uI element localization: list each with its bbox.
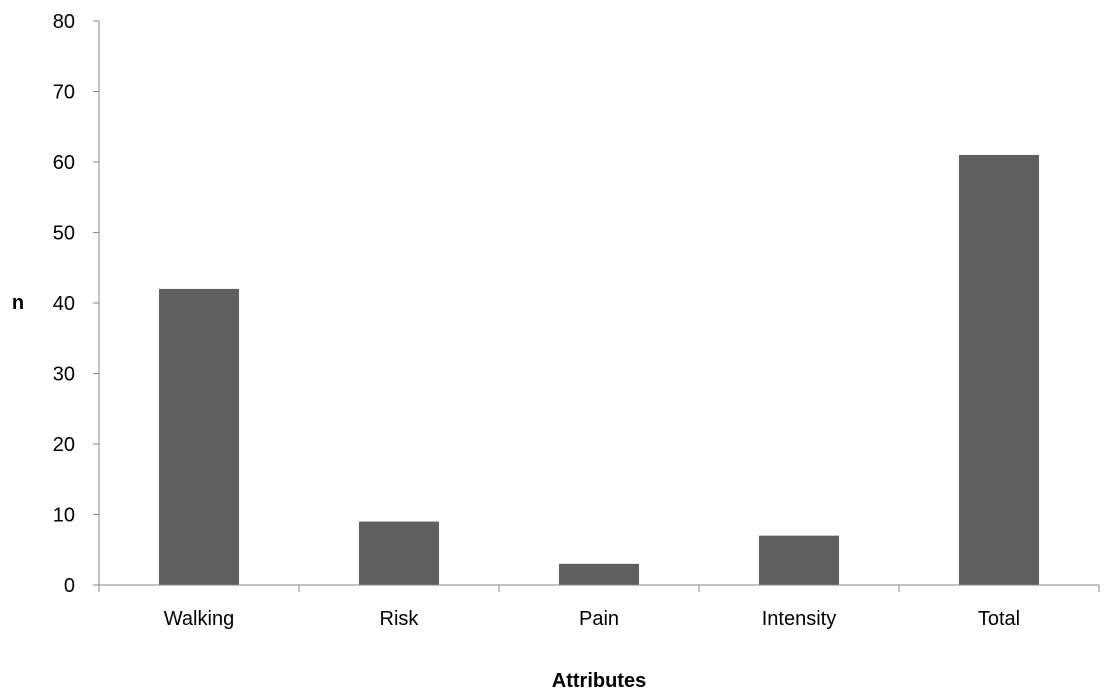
x-tick-label: Risk	[380, 608, 420, 630]
y-axis-title: n	[12, 292, 24, 314]
y-tick-label: 20	[53, 434, 75, 456]
y-tick-label: 30	[53, 364, 75, 386]
x-tick-label: Pain	[579, 608, 619, 630]
bar-walking	[159, 288, 239, 585]
y-ticks-group: 0 10 20 30 40 50 60 70 80	[53, 11, 99, 597]
y-tick-label: 70	[53, 82, 75, 104]
bar-pain	[559, 563, 639, 585]
x-tick-label: Intensity	[762, 608, 836, 630]
x-ticks-group: Walking Risk Pain Intensity Total	[98, 585, 1100, 630]
y-tick-label: 80	[53, 11, 75, 33]
y-tick-label: 10	[53, 505, 75, 527]
axes-group	[98, 21, 1099, 586]
bars-group	[159, 154, 1039, 585]
bar-intensity	[759, 535, 839, 585]
y-tick-label: 50	[53, 223, 75, 245]
y-tick-label: 0	[64, 575, 75, 597]
x-tick-label: Total	[978, 608, 1020, 630]
y-tick-label: 40	[53, 293, 75, 315]
bar-total	[959, 154, 1039, 585]
y-tick-label: 60	[53, 152, 75, 174]
bar-risk	[359, 521, 439, 585]
x-axis-title: Attributes	[552, 670, 646, 692]
x-tick-label: Walking	[164, 608, 234, 630]
